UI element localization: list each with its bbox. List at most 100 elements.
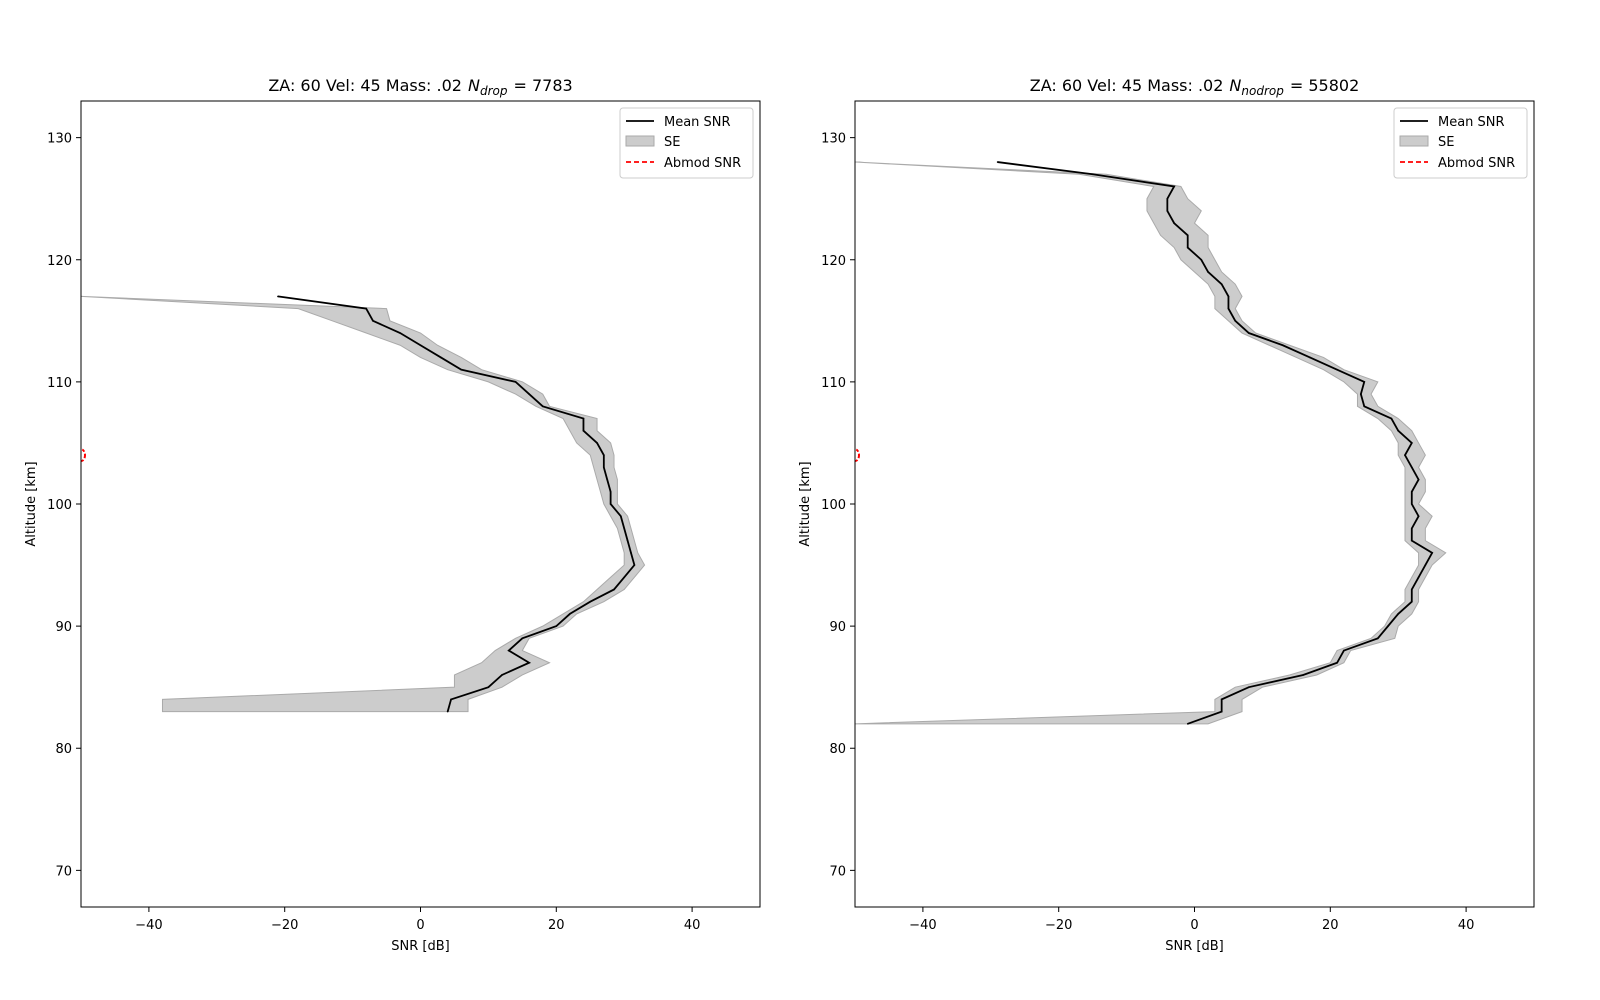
mean-snr-point	[606, 478, 609, 481]
y-tick-label: 80	[55, 742, 72, 757]
legend-se-swatch	[625, 135, 655, 147]
mean-snr-point	[521, 637, 524, 640]
abmod-snr-marker	[855, 448, 860, 463]
x-tick-label: 40	[1458, 918, 1475, 933]
mean-snr-point	[528, 393, 530, 395]
mean-snr-point	[1417, 478, 1420, 481]
legend-se-swatch	[1399, 135, 1429, 147]
legend-mean-label: Mean SNR	[1438, 115, 1505, 130]
mean-snr-point	[1397, 429, 1399, 432]
mean-snr-point	[582, 429, 585, 432]
mean-snr-point	[514, 381, 517, 383]
x-tick-label: 20	[1322, 918, 1339, 933]
y-axis-label: Altitude [km]	[798, 461, 813, 546]
y-tick-label: 130	[821, 132, 846, 147]
mean-snr-point	[1410, 466, 1413, 469]
mean-snr-point	[1387, 625, 1389, 627]
x-tick-label: 0	[416, 918, 424, 933]
chart-title-symbol: N	[1229, 76, 1241, 95]
mean-snr-point	[633, 564, 636, 566]
y-axis-label: Altitude [km]	[24, 461, 39, 546]
mean-snr-point	[626, 539, 629, 542]
mean-snr-point	[1336, 368, 1338, 371]
mean-snr-point	[1397, 613, 1399, 615]
mean-snr-point	[1377, 637, 1379, 640]
mean-snr-point	[1186, 723, 1189, 725]
mean-snr-point	[1390, 417, 1393, 420]
plot-area	[81, 295, 646, 713]
abmod-snr-marker	[81, 448, 86, 463]
mean-snr-point	[1417, 576, 1420, 579]
mean-snr-point	[1309, 356, 1311, 359]
mean-snr-point	[1343, 649, 1345, 652]
legend-abmod-label: Abmod SNR	[664, 156, 741, 171]
x-tick-label: 0	[1190, 918, 1198, 933]
mean-snr-point	[501, 674, 503, 676]
x-tick-label: −40	[135, 918, 162, 933]
mean-snr-point	[372, 320, 374, 322]
legend-abmod-label: Abmod SNR	[1438, 156, 1515, 171]
legend-box	[1393, 107, 1528, 179]
x-tick-label: −20	[271, 918, 298, 933]
mean-snr-point	[1207, 271, 1209, 273]
mean-snr-point	[1227, 295, 1230, 298]
mean-snr-point	[1363, 405, 1366, 408]
mean-snr-point	[1281, 344, 1284, 347]
mean-snr-point	[1302, 674, 1304, 676]
mean-snr-point	[1363, 381, 1366, 383]
mean-snr-point	[450, 698, 452, 701]
mean-snr-point	[1166, 210, 1169, 212]
mean-snr-point	[603, 454, 605, 456]
mean-snr-point	[609, 503, 612, 505]
mean-snr-point	[1220, 698, 1223, 701]
mean-snr-point	[460, 368, 463, 371]
mean-snr-point	[507, 649, 510, 652]
mean-snr-point	[487, 686, 490, 688]
mean-snr-point	[1248, 332, 1250, 334]
y-tick-label: 90	[829, 620, 846, 635]
mean-snr-point	[996, 161, 999, 163]
chart-title-main: ZA: 60 Vel: 45 Mass: .02	[268, 76, 462, 95]
mean-snr-point	[1404, 454, 1406, 456]
y-tick-label: 100	[47, 498, 72, 513]
mean-snr-point	[613, 588, 615, 591]
axes-frame	[80, 100, 761, 908]
x-tick-label: 40	[684, 918, 701, 933]
mean-snr-point	[419, 344, 422, 347]
y-tick-label: 120	[47, 254, 72, 269]
mean-snr-point	[1417, 515, 1420, 518]
chart-title-count: = 55802	[1290, 76, 1359, 95]
mean-snr-point	[623, 527, 625, 530]
chart-title-subscript: drop	[480, 84, 508, 98]
mean-snr-point	[365, 307, 367, 310]
legend-box	[619, 107, 754, 179]
mean-snr-point	[1220, 710, 1223, 713]
x-tick-label: 20	[548, 918, 565, 933]
chart-title: ZA: 60 Vel: 45 Mass: .02 Ndrop = 7783	[268, 76, 572, 98]
mean-snr-point	[446, 710, 449, 713]
y-tick-label: 100	[821, 498, 846, 513]
mean-snr-point	[1410, 490, 1413, 493]
mean-snr-point	[440, 356, 442, 359]
mean-snr-point	[1410, 527, 1413, 530]
chart-title-symbol: N	[468, 76, 480, 95]
mean-snr-point	[1410, 539, 1413, 542]
mean-snr-point	[1091, 173, 1094, 176]
mean-snr-point	[1410, 588, 1413, 591]
mean-snr-point	[596, 442, 598, 444]
legend-mean-label: Mean SNR	[664, 115, 731, 130]
mean-snr-point	[609, 490, 612, 493]
legend-se-label: SE	[664, 135, 680, 150]
y-tick-label: 70	[829, 864, 846, 879]
mean-snr-point	[1173, 185, 1175, 188]
mean-snr-point	[1234, 320, 1237, 322]
x-axis-label: SNR [dB]	[391, 939, 449, 954]
mean-snr-point	[555, 625, 558, 627]
x-tick-label: −40	[909, 918, 936, 933]
mean-snr-point	[1166, 197, 1169, 200]
mean-snr-point	[1424, 564, 1427, 566]
chart-title: ZA: 60 Vel: 45 Mass: .02 Nnodrop = 55802	[1030, 76, 1360, 98]
mean-snr-point	[1186, 246, 1189, 249]
y-tick-label: 80	[829, 742, 846, 757]
